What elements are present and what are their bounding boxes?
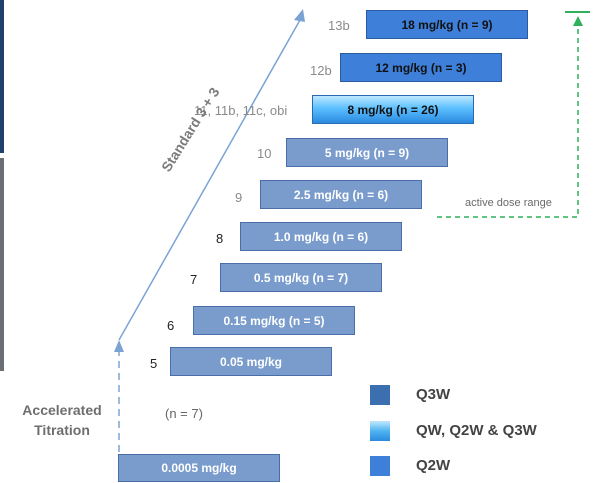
bar-dose-5: 5 mg/kg (n = 9) [286,138,448,167]
legend-q3w-label: Q3W [416,386,451,403]
accelerated-n-label: (n = 7) [165,406,203,421]
active-range-line [437,24,579,218]
legend-q3w-swatch [370,385,390,405]
legend-mix-swatch [370,421,390,441]
legend-mix-label: QW, Q2W & Q3W [416,422,537,439]
legend-q2w-swatch [370,456,390,476]
level-7: 7 [190,272,198,287]
bar-dose-1.0: 1.0 mg/kg (n = 6) [240,222,402,251]
level-9: 9 [235,190,243,205]
bar-dose-8: 8 mg/kg (n = 26) [312,95,474,124]
active-range-arrowhead [573,16,583,26]
bar-dose-0.5: 0.5 mg/kg (n = 7) [220,263,382,292]
accelerated-titration-label: Accelerated Titration [22,402,102,438]
bar-dose-0.05: 0.05 mg/kg [170,347,332,376]
level-6: 6 [167,318,175,333]
bar-dose-0.15: 0.15 mg/kg (n = 5) [193,306,355,335]
legend-q2w-label: Q2W [416,457,451,474]
left-edge-gray [0,158,4,371]
level-5: 5 [150,356,158,371]
standard-arrow-head [294,9,305,22]
bar-dose-0.0005: 0.0005 mg/kg [118,454,280,482]
left-edge-dark [0,0,4,153]
level-11-group: 11, 11b, 11c, obi [194,103,288,118]
active-dose-range-label: active dose range [465,197,552,209]
accelerated-arrow-head [114,340,124,352]
bar-dose-12: 12 mg/kg (n = 3) [340,53,502,82]
level-8: 8 [216,231,224,246]
level-13b: 13b [328,18,350,33]
level-10: 10 [257,146,272,161]
level-12b: 12b [310,63,332,78]
bar-dose-2.5: 2.5 mg/kg (n = 6) [260,180,422,209]
bar-dose-18: 18 mg/kg (n = 9) [366,10,528,39]
standard-arrow-line [118,19,301,341]
